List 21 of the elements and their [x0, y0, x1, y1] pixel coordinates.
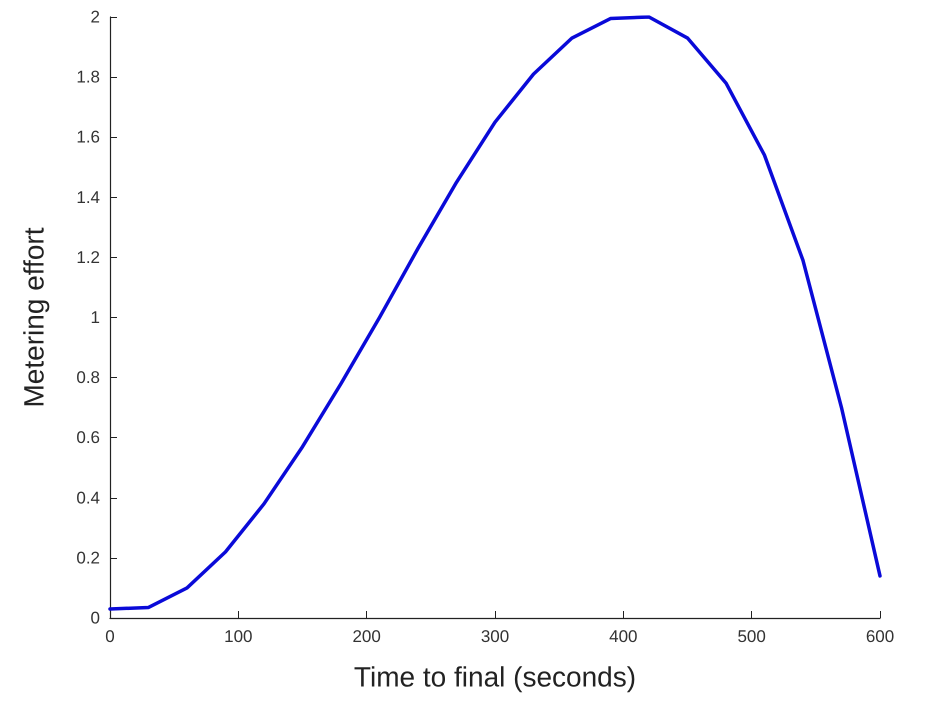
y-tick-label: 1.4 — [76, 188, 100, 207]
y-tick-label: 0.6 — [76, 428, 100, 448]
x-tick-label: 600 — [866, 627, 894, 646]
y-tick-label: 1 — [90, 308, 100, 327]
y-tick-label: 1.6 — [76, 128, 100, 147]
y-tick-label: 1.2 — [76, 248, 100, 267]
x-tick-label: 100 — [224, 627, 253, 646]
y-tick-label: 0.4 — [76, 488, 100, 508]
y-tick-label: 0 — [90, 608, 100, 628]
y-axis-title: Metering effort — [18, 227, 50, 408]
y-tick-label: 0.8 — [76, 368, 100, 388]
y-tick-label: 2 — [90, 8, 100, 26]
x-tick-label: 400 — [609, 627, 638, 646]
x-tick-label: 200 — [352, 627, 381, 646]
y-tick-label: 1.8 — [76, 68, 100, 87]
x-tick-label: 500 — [737, 627, 766, 646]
y-tick-label: 0.2 — [76, 548, 100, 568]
x-tick-label: 0 — [105, 627, 115, 646]
x-tick-label: 300 — [480, 627, 510, 646]
line-series — [108, 15, 882, 611]
x-axis-title: Time to final (seconds) — [354, 662, 636, 692]
